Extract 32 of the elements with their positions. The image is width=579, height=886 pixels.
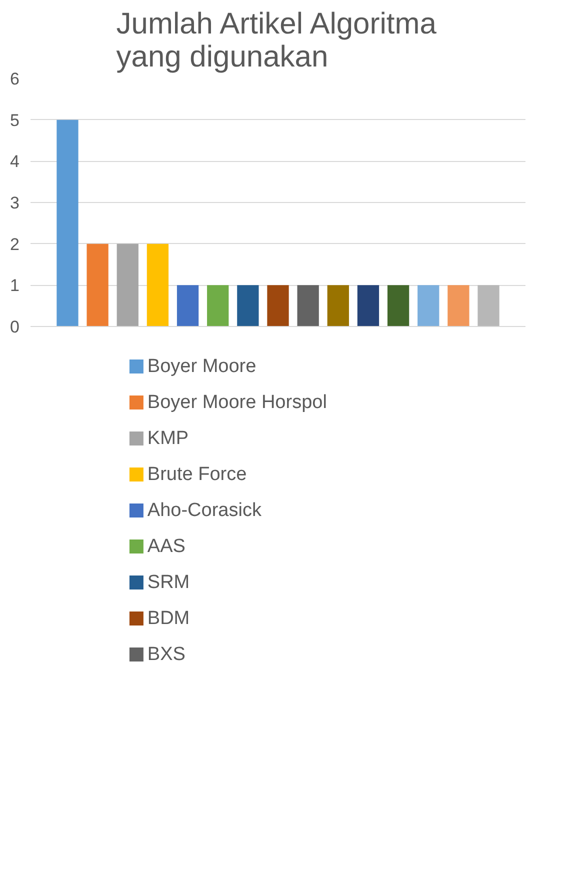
y-tick-label: 5 [10, 110, 20, 130]
y-tick-label: 0 [10, 318, 20, 336]
legend-label: Aho-Corasick [147, 500, 262, 521]
bar [56, 120, 78, 326]
bar [176, 285, 199, 326]
legend-label: Brute Force [147, 464, 247, 485]
bar [478, 285, 500, 326]
bar [86, 244, 108, 326]
y-tick-label: 2 [10, 234, 20, 254]
bar [387, 285, 410, 326]
y-tick-label: 4 [10, 152, 20, 172]
legend-label: BXS [147, 644, 186, 665]
legend-label: BDM [147, 608, 190, 629]
y-tick-label: 1 [10, 276, 20, 296]
legend-label: Boyer Moore [147, 356, 256, 377]
bar [116, 244, 138, 326]
bar [357, 285, 380, 326]
legend-label: AAS [147, 536, 186, 557]
legend-label: Boyer Moore Horspol [147, 392, 327, 413]
bar [237, 285, 259, 326]
y-tick-label: 6 [10, 70, 20, 88]
bar [267, 285, 289, 326]
bar [418, 285, 440, 326]
bar [327, 285, 349, 326]
legend-label: SRM [147, 572, 190, 593]
y-tick-label: 3 [10, 194, 20, 212]
bar [146, 244, 169, 326]
bar [297, 285, 319, 326]
chart-title: Jumlah Artikel Algoritma yang digunakan [116, 8, 437, 74]
legend-label: KMP [147, 428, 189, 449]
bar [448, 285, 470, 326]
bar [207, 285, 229, 326]
